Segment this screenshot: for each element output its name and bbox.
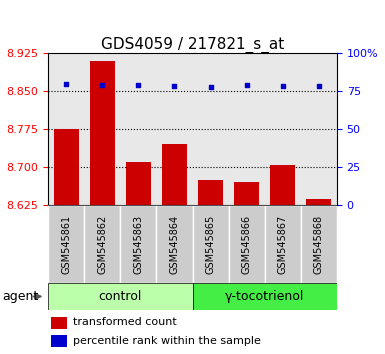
Bar [270,165,295,205]
Text: control: control [99,290,142,303]
Text: transformed count: transformed count [73,318,176,327]
Bar [48,205,84,283]
Bar [265,205,301,283]
Bar [51,316,67,329]
Bar [198,180,223,205]
Point [171,83,177,88]
Point [63,81,69,86]
Text: GSM545866: GSM545866 [242,215,252,274]
Text: γ-tocotrienol: γ-tocotrienol [225,290,305,303]
Text: GSM545867: GSM545867 [278,215,288,274]
Text: percentile rank within the sample: percentile rank within the sample [73,336,261,346]
Bar [192,283,337,310]
Bar [54,129,79,205]
Text: GSM545861: GSM545861 [61,215,71,274]
Bar [192,205,229,283]
Bar [156,205,192,283]
Text: agent: agent [2,290,38,303]
Bar [90,61,115,205]
Point [316,83,322,89]
Bar [126,162,151,205]
Text: GSM545863: GSM545863 [133,215,143,274]
Text: GSM545865: GSM545865 [206,215,216,274]
Bar [234,182,259,205]
Text: GSM545864: GSM545864 [169,215,179,274]
Point [99,82,105,87]
Point [208,84,214,90]
Bar [84,205,120,283]
Bar [162,144,187,205]
Text: GSM545868: GSM545868 [314,215,324,274]
Text: GSM545862: GSM545862 [97,215,107,274]
Bar [301,205,337,283]
Bar [51,335,67,347]
Point [244,82,250,88]
Title: GDS4059 / 217821_s_at: GDS4059 / 217821_s_at [101,37,284,53]
Bar [48,283,192,310]
Bar [120,205,156,283]
Point [280,83,286,89]
Bar [229,205,265,283]
Bar [306,199,331,205]
Point [135,82,141,88]
